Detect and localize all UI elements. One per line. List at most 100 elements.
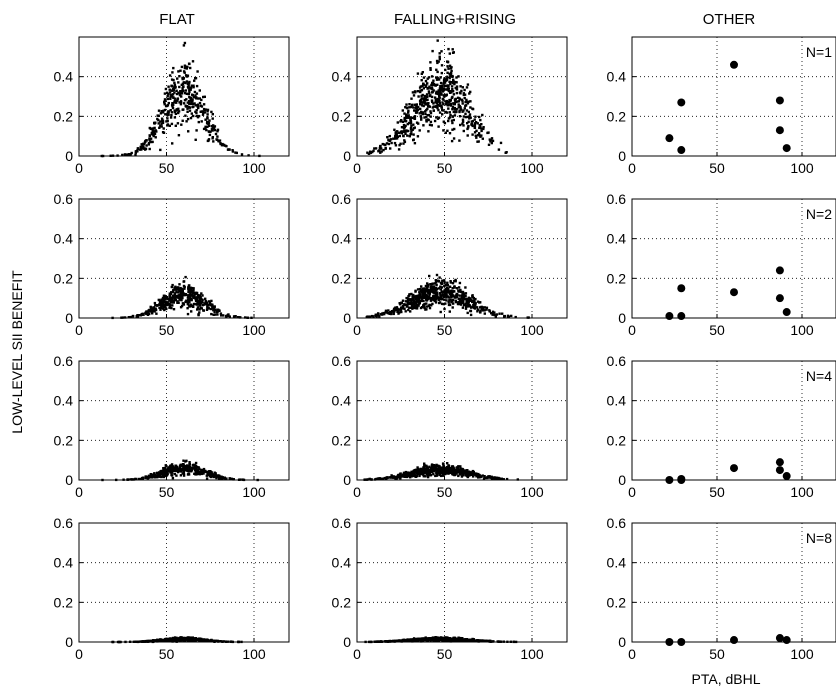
data-point bbox=[166, 119, 169, 123]
data-point bbox=[376, 313, 379, 316]
data-point bbox=[387, 138, 390, 141]
data-point bbox=[416, 303, 420, 306]
data-point bbox=[416, 472, 420, 476]
data-point bbox=[436, 97, 439, 101]
data-point bbox=[176, 77, 179, 80]
data-point bbox=[730, 288, 738, 297]
data-point bbox=[453, 286, 456, 289]
data-point bbox=[208, 130, 211, 133]
data-point bbox=[183, 287, 186, 290]
data-point bbox=[461, 470, 464, 473]
data-point bbox=[163, 98, 167, 101]
data-point bbox=[396, 310, 399, 313]
data-point bbox=[444, 103, 448, 106]
data-point bbox=[437, 279, 441, 283]
axes-frame bbox=[631, 360, 836, 481]
data-point bbox=[436, 100, 439, 103]
data-point bbox=[187, 287, 190, 291]
data-point bbox=[111, 154, 115, 157]
data-point bbox=[438, 466, 441, 469]
data-point bbox=[166, 97, 169, 101]
data-point bbox=[448, 64, 452, 67]
data-point bbox=[167, 110, 170, 113]
data-point bbox=[380, 640, 384, 643]
data-point bbox=[397, 131, 400, 134]
data-point bbox=[420, 72, 423, 75]
data-point bbox=[437, 89, 440, 92]
data-point bbox=[161, 121, 165, 124]
data-point bbox=[406, 304, 409, 307]
data-point bbox=[389, 476, 392, 479]
data-point bbox=[408, 103, 411, 106]
data-point bbox=[477, 639, 480, 643]
data-point bbox=[182, 292, 186, 295]
data-point bbox=[155, 475, 158, 478]
data-point bbox=[404, 303, 407, 306]
data-point bbox=[364, 640, 367, 644]
data-point bbox=[490, 141, 493, 145]
data-point bbox=[472, 640, 475, 643]
data-point bbox=[436, 639, 439, 642]
data-point bbox=[442, 109, 445, 112]
data-point bbox=[174, 298, 177, 301]
data-point bbox=[177, 107, 180, 110]
data-point bbox=[438, 99, 441, 102]
data-point bbox=[175, 286, 178, 289]
data-point bbox=[162, 639, 165, 643]
data-point bbox=[374, 477, 378, 481]
x-tick-label: 0 bbox=[628, 484, 636, 500]
data-point bbox=[468, 299, 472, 302]
data-point bbox=[677, 475, 686, 484]
data-point bbox=[192, 86, 195, 89]
data-point bbox=[178, 283, 181, 286]
data-point bbox=[479, 311, 482, 314]
data-point bbox=[431, 302, 434, 306]
data-point bbox=[434, 292, 438, 296]
data-point bbox=[408, 306, 411, 309]
data-point bbox=[171, 638, 174, 642]
data-point bbox=[173, 101, 176, 104]
data-point bbox=[206, 470, 209, 474]
data-point bbox=[231, 640, 234, 644]
data-point bbox=[730, 464, 738, 473]
data-point bbox=[438, 473, 441, 477]
x-tick-label: 50 bbox=[437, 160, 453, 176]
data-point bbox=[456, 293, 459, 296]
data-point bbox=[410, 292, 413, 296]
data-point bbox=[394, 144, 398, 147]
data-point bbox=[420, 468, 423, 472]
data-point bbox=[469, 116, 472, 119]
data-point bbox=[478, 115, 481, 119]
data-point bbox=[445, 289, 448, 293]
data-point bbox=[180, 296, 183, 299]
data-point bbox=[453, 637, 457, 640]
data-point bbox=[166, 104, 170, 107]
data-point bbox=[426, 118, 430, 121]
data-point bbox=[192, 289, 195, 292]
data-point bbox=[494, 315, 497, 318]
data-point bbox=[211, 639, 214, 643]
data-point bbox=[184, 104, 187, 107]
data-point bbox=[214, 475, 218, 478]
data-point bbox=[165, 639, 168, 642]
data-point bbox=[167, 92, 170, 96]
data-point bbox=[501, 312, 504, 315]
data-point bbox=[193, 90, 197, 94]
data-point bbox=[368, 315, 372, 318]
data-point bbox=[423, 100, 426, 103]
data-point bbox=[122, 478, 125, 481]
data-point bbox=[196, 306, 200, 309]
data-point bbox=[414, 111, 418, 114]
data-point bbox=[466, 127, 469, 131]
data-point bbox=[419, 115, 422, 118]
data-point bbox=[163, 306, 167, 309]
data-point bbox=[432, 79, 435, 82]
data-point bbox=[477, 134, 480, 137]
data-point bbox=[189, 66, 192, 70]
data-point bbox=[198, 467, 201, 470]
data-point bbox=[171, 297, 174, 300]
data-point bbox=[184, 467, 187, 470]
data-point bbox=[147, 143, 150, 146]
data-point bbox=[192, 95, 195, 99]
data-point bbox=[134, 150, 138, 153]
